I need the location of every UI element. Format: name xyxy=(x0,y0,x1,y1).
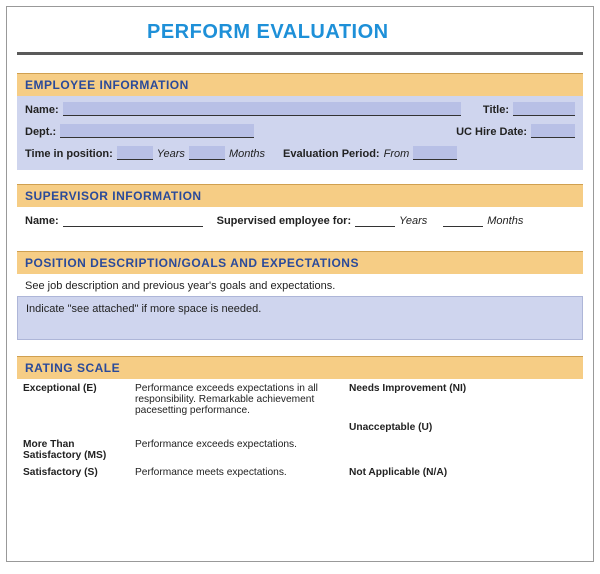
dept-label: Dept.: xyxy=(25,126,56,138)
sup-years-label: Years xyxy=(399,215,427,227)
months-input[interactable] xyxy=(189,146,225,160)
timepos-label: Time in position: xyxy=(25,148,113,160)
employee-section-body: Name: Title: Dept.: UC Hire Date: Time i… xyxy=(17,96,583,170)
rating-label-0: Exceptional (E) xyxy=(23,383,127,394)
from-label: From xyxy=(384,148,410,160)
dept-input[interactable] xyxy=(60,124,254,138)
employee-row-3: Time in position: Years Months Evaluatio… xyxy=(25,146,575,160)
sup-years-input[interactable] xyxy=(355,213,395,227)
hiredate-input[interactable] xyxy=(531,124,575,138)
sup-months-label: Months xyxy=(487,215,523,227)
employee-row-2: Dept.: UC Hire Date: xyxy=(25,124,575,138)
rating-desc-3: Performance meets expectations. xyxy=(135,467,341,478)
form-page: PERFORM EVALUATION EMPLOYEE INFORMATION … xyxy=(6,6,594,562)
page-title: PERFORM EVALUATION xyxy=(17,21,583,44)
sup-months-input[interactable] xyxy=(443,213,483,227)
evalperiod-label: Evaluation Period: xyxy=(283,148,380,160)
supervisor-section-body: Name: Supervised employee for: Years Mon… xyxy=(17,207,583,237)
months-label: Months xyxy=(229,148,265,160)
title-input[interactable] xyxy=(513,102,575,116)
name-input[interactable] xyxy=(63,102,461,116)
rating-right-0: Needs Improvement (NI) xyxy=(349,383,479,394)
sup-name-label: Name: xyxy=(25,215,59,227)
employee-section-header: EMPLOYEE INFORMATION xyxy=(17,73,583,96)
sup-name-input[interactable] xyxy=(63,213,203,227)
rating-desc-2: Performance exceeds expectations. xyxy=(135,439,341,450)
position-textarea[interactable]: Indicate "see attached" if more space is… xyxy=(17,296,583,340)
rating-label-2: More Than Satisfactory (MS) xyxy=(23,439,127,461)
hiredate-label: UC Hire Date: xyxy=(456,126,527,138)
rating-label-3: Satisfactory (S) xyxy=(23,467,127,478)
position-section-header: POSITION DESCRIPTION/GOALS AND EXPECTATI… xyxy=(17,251,583,274)
rating-desc-0: Performance exceeds expectations in all … xyxy=(135,383,341,416)
years-input[interactable] xyxy=(117,146,153,160)
title-label: Title: xyxy=(483,104,509,116)
position-note: See job description and previous year's … xyxy=(17,274,583,296)
name-label: Name: xyxy=(25,104,59,116)
rating-table: Exceptional (E) Performance exceeds expe… xyxy=(17,379,583,478)
from-input[interactable] xyxy=(413,146,457,160)
title-rule xyxy=(17,52,583,55)
supfor-label: Supervised employee for: xyxy=(217,215,352,227)
rating-right-3: Not Applicable (N/A) xyxy=(349,467,479,478)
supervisor-section-header: SUPERVISOR INFORMATION xyxy=(17,184,583,207)
employee-row-1: Name: Title: xyxy=(25,102,575,116)
supervisor-row: Name: Supervised employee for: Years Mon… xyxy=(25,213,575,227)
rating-section-header: RATING SCALE xyxy=(17,356,583,379)
years-label: Years xyxy=(157,148,185,160)
rating-right-1: Unacceptable (U) xyxy=(349,422,479,433)
